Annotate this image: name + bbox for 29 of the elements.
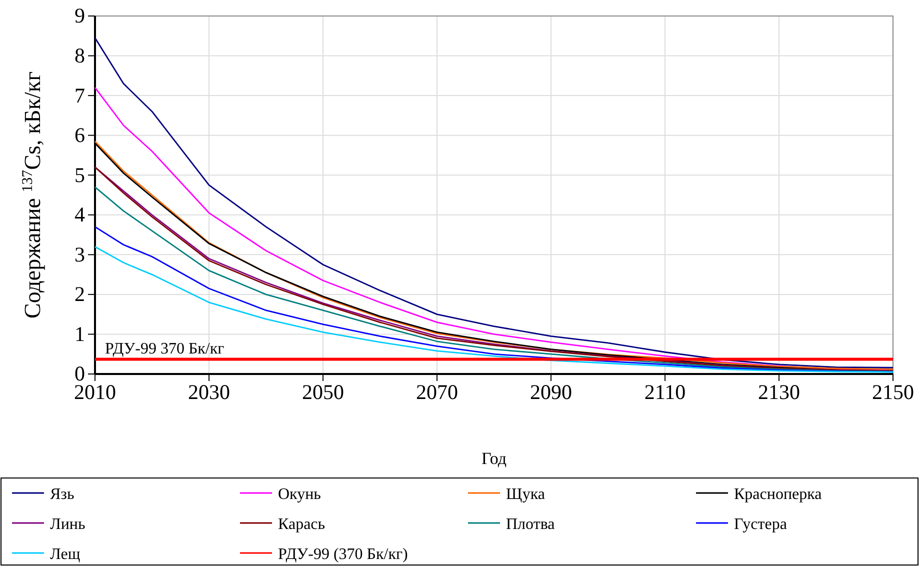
y-tick-label: 3 <box>74 242 85 266</box>
x-tick-label: 2110 <box>644 380 686 404</box>
y-tick-label: 1 <box>74 322 85 346</box>
x-tick-label: 2130 <box>758 380 800 404</box>
y-tick-label: 6 <box>74 123 85 148</box>
legend-label: РДУ-99 (370 Бк/кг) <box>278 546 408 563</box>
legend-label: Линь <box>50 516 86 533</box>
y-tick-label: 4 <box>74 202 86 227</box>
legend-label: Щука <box>506 486 545 503</box>
x-tick-label: 2070 <box>416 380 458 404</box>
y-tick-label: 5 <box>74 162 85 187</box>
line-series <box>94 37 894 368</box>
y-tick-label: 2 <box>74 282 85 306</box>
legend-label: Карась <box>278 516 326 533</box>
legend-label: Лещ <box>50 546 80 563</box>
legend-label: Густера <box>734 516 787 533</box>
legend-label: Красноперка <box>734 486 822 503</box>
x-tick-label: 2030 <box>188 380 230 404</box>
x-tick-label: 2050 <box>302 380 344 404</box>
legend-label: Окунь <box>278 486 321 503</box>
y-tick-label: 7 <box>74 83 85 108</box>
x-tick-label: 2150 <box>872 380 914 404</box>
x-axis-title: Год <box>482 449 507 468</box>
y-tick-label: 9 <box>74 4 85 28</box>
legend-label: Язь <box>50 486 74 503</box>
x-tick-label: 2090 <box>530 380 572 404</box>
annotation: РДУ-99 370 Бк/кг <box>105 340 225 358</box>
legend-label: Плотва <box>506 516 555 533</box>
y-tick-label: 8 <box>74 44 85 68</box>
